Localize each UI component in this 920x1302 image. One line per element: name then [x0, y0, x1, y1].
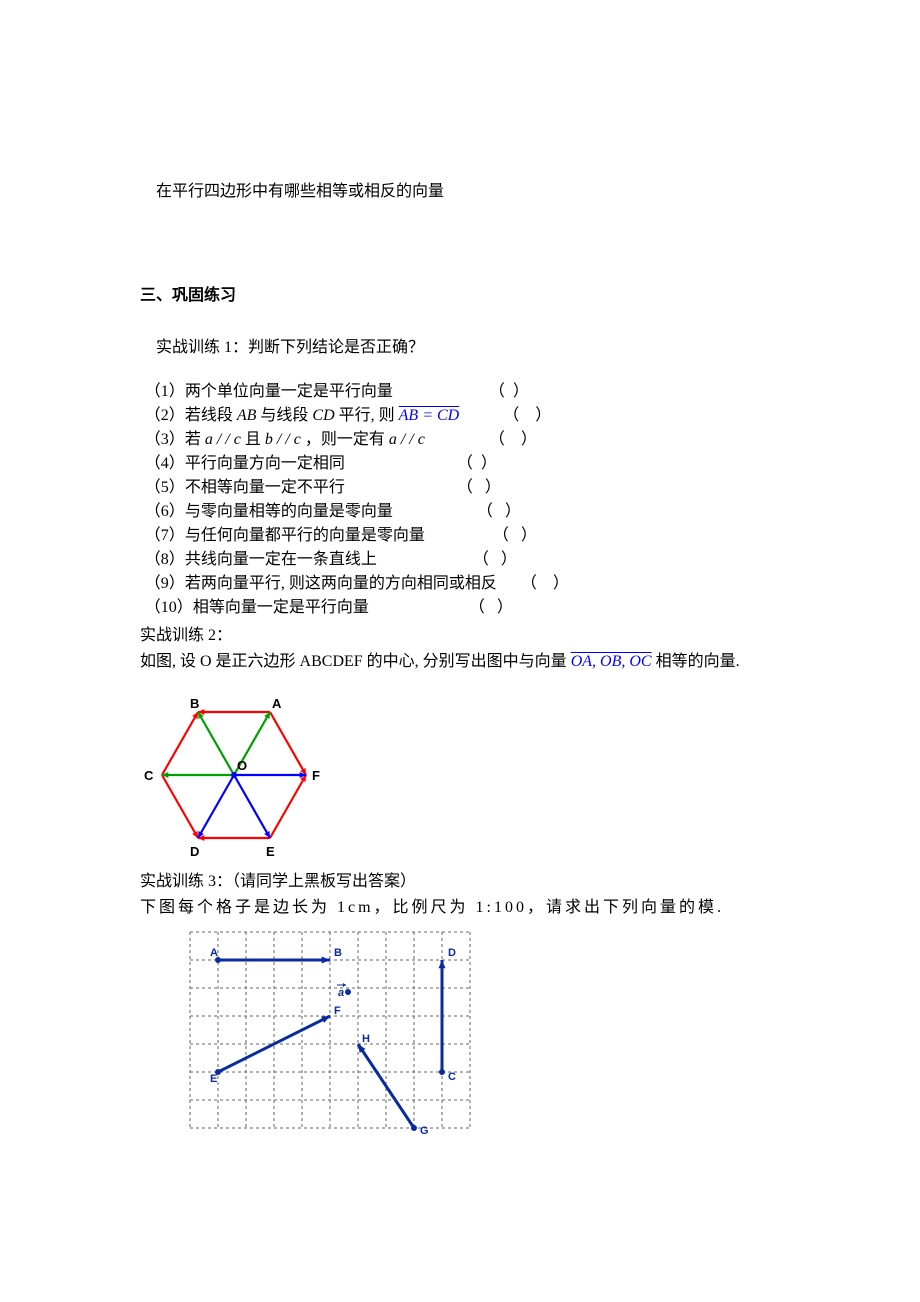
- q-paren: （ ）: [457, 452, 497, 476]
- svg-text:F: F: [334, 1005, 341, 1017]
- q-num: （10）: [145, 596, 193, 620]
- svg-text:A: A: [210, 947, 218, 959]
- ex2-text: 如图, 设 O 是正六边形 ABCDEF 的中心, 分别写出图中与向量 OA, …: [140, 650, 780, 674]
- ex1-heading: 实战训练 1：判断下列结论是否正确？: [140, 336, 780, 360]
- svg-text:a: a: [338, 987, 344, 999]
- svg-text:A: A: [272, 696, 282, 711]
- q-num: （1）: [145, 380, 185, 404]
- q-paren: （ ）: [521, 572, 569, 596]
- q-num: （3）: [145, 428, 185, 452]
- q10: （10）相等向量一定是平行向量 （ ）: [145, 596, 780, 620]
- svg-text:F: F: [312, 768, 320, 783]
- svg-text:E: E: [266, 844, 275, 859]
- q-num: （7）: [145, 524, 185, 548]
- svg-text:H: H: [362, 1033, 370, 1045]
- svg-text:G: G: [420, 1125, 429, 1137]
- svg-text:B: B: [334, 947, 342, 959]
- ex3-label: 实战训练 3：（请同学上黑板写出答案）: [140, 870, 780, 894]
- q-paren: （ ）: [473, 548, 517, 572]
- q-num: （4）: [145, 452, 185, 476]
- q-paren: （ ）: [457, 476, 501, 500]
- q-num: （2）: [145, 404, 185, 428]
- q-num: （5）: [145, 476, 185, 500]
- vector-grid-diagram: a A B D F H E C G: [180, 922, 480, 1142]
- svg-text:O: O: [237, 758, 247, 773]
- q-paren: （ ）: [493, 524, 537, 548]
- q-paren: （ ）: [469, 596, 513, 620]
- intro-text: 在平行四边形中有哪些相等或相反的向量: [140, 180, 780, 204]
- vec-ab-cd: AB = CD: [399, 404, 460, 428]
- q4: （4）平行向量方向一定相同 （ ）: [145, 452, 780, 476]
- q6: （6）与零向量相等的向量是零向量 （ ）: [145, 500, 780, 524]
- q-num: （6）: [145, 500, 185, 524]
- q5: （5）不相等向量一定不平行 （ ）: [145, 476, 780, 500]
- hexagon-diagram: A B C D E F O: [134, 680, 334, 860]
- section-heading: 三、巩固练习: [140, 284, 780, 308]
- q3: （3）若 a / / c 且 b / / c ，则一定有 a / / c （ ）: [145, 428, 780, 452]
- q-paren: （ ）: [477, 500, 521, 524]
- svg-text:B: B: [190, 696, 199, 711]
- svg-text:C: C: [144, 768, 154, 783]
- q-paren: （ ）: [489, 380, 529, 404]
- q2: （2）若线段 AB 与线段 CD 平行, 则 AB = CD （ ）: [145, 404, 780, 428]
- q8: （8）共线向量一定在一条直线上 （ ）: [145, 548, 780, 572]
- svg-text:D: D: [448, 947, 456, 959]
- q-paren: （ ）: [503, 404, 551, 428]
- ex2-label: 实战训练 2：: [140, 624, 780, 648]
- svg-text:D: D: [190, 844, 199, 859]
- q9: （9）若两向量平行, 则这两向量的方向相同或相反 （ ）: [145, 572, 780, 596]
- document-page: 在平行四边形中有哪些相等或相反的向量 三、巩固练习 实战训练 1：判断下列结论是…: [0, 0, 920, 1222]
- q1: （1）两个单位向量一定是平行向量 （ ）: [145, 380, 780, 404]
- svg-text:E: E: [210, 1073, 217, 1085]
- q-text: 两个单位向量一定是平行向量: [185, 380, 393, 404]
- q7: （7）与任何向量都平行的向量是零向量 （ ）: [145, 524, 780, 548]
- svg-text:C: C: [448, 1071, 456, 1083]
- q-num: （9）: [145, 572, 185, 596]
- q-num: （8）: [145, 548, 185, 572]
- vec-oa-ob-oc: OA, OB, OC: [571, 653, 652, 670]
- q-paren: （ ）: [489, 428, 537, 452]
- ex1-list: （1）两个单位向量一定是平行向量 （ ） （2）若线段 AB 与线段 CD 平行…: [145, 380, 780, 620]
- ex3-prompt: 下图每个格子是边长为 1cm，比例尺为 1:100，请求出下列向量的模.: [140, 896, 780, 920]
